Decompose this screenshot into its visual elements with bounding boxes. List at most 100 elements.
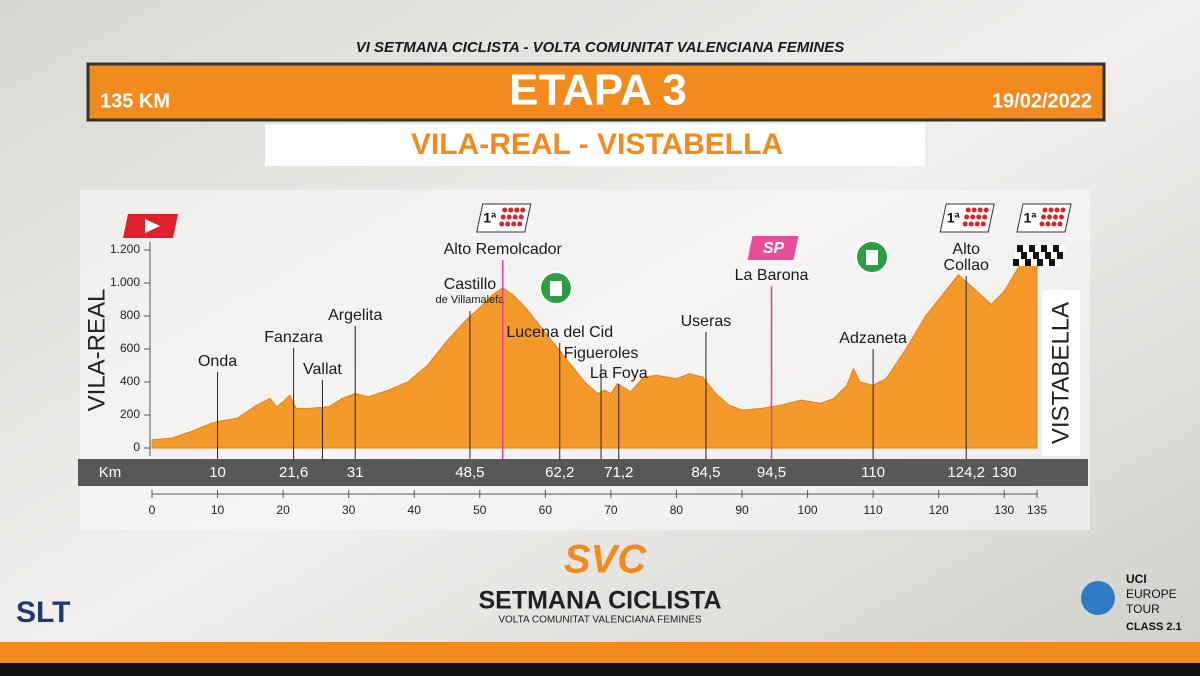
place-name: Fanzara bbox=[264, 329, 323, 346]
y-tick-label: 0 bbox=[133, 440, 140, 454]
x-tick-label: 110 bbox=[864, 503, 883, 517]
x-tick-label: 30 bbox=[342, 503, 356, 517]
finish-flag bbox=[1057, 252, 1063, 259]
kom-dot bbox=[1045, 221, 1051, 227]
uci: UCI bbox=[1126, 572, 1147, 586]
place-name: Collao bbox=[944, 257, 989, 274]
finish-flag bbox=[1021, 252, 1027, 259]
uci-europe: EUROPE bbox=[1126, 587, 1177, 601]
km-marker: 31 bbox=[347, 464, 364, 481]
y-tick-label: 400 bbox=[120, 374, 140, 388]
uci-tour: TOUR bbox=[1126, 602, 1160, 616]
place-name: Vallat bbox=[303, 361, 342, 378]
kom-dot bbox=[512, 214, 518, 220]
route: VILA-REAL - VISTABELLA bbox=[411, 128, 783, 161]
finish-flag bbox=[1031, 259, 1037, 266]
kom-dot bbox=[1042, 207, 1048, 213]
place-name: Castillo bbox=[444, 276, 497, 293]
start-play bbox=[145, 219, 160, 233]
kom-label: 1ª bbox=[1024, 210, 1038, 226]
x-tick-label: 80 bbox=[670, 503, 684, 517]
kom-dot bbox=[505, 221, 511, 227]
kom-dot bbox=[518, 214, 524, 220]
place-name: Alto Remolcador bbox=[444, 241, 563, 258]
feed-bin bbox=[866, 250, 878, 265]
km-marker: 21,6 bbox=[279, 464, 308, 481]
place-name: La Barona bbox=[735, 267, 809, 284]
kom-dot bbox=[965, 207, 971, 213]
stage-number: ETAPA 3 bbox=[509, 66, 687, 115]
kom-dot bbox=[962, 221, 968, 227]
finish-flag bbox=[1029, 245, 1035, 252]
kom-dot bbox=[502, 207, 508, 213]
kom-dot bbox=[511, 221, 517, 227]
place-name: Argelita bbox=[328, 307, 382, 324]
km-title: Km bbox=[99, 464, 122, 481]
finish-flag bbox=[1039, 252, 1045, 259]
finish-flag bbox=[1045, 252, 1051, 259]
kom-dot bbox=[1053, 214, 1058, 220]
finish-flag bbox=[1047, 245, 1053, 252]
kom-dot bbox=[1047, 214, 1052, 220]
place-name: Onda bbox=[198, 353, 237, 370]
finish-flag bbox=[1019, 259, 1025, 266]
kom-dot bbox=[499, 221, 505, 227]
x-tick-label: 20 bbox=[276, 503, 290, 517]
km-marker: 130 bbox=[992, 464, 1017, 481]
x-tick-label: 100 bbox=[798, 503, 818, 517]
feed-bin bbox=[550, 281, 562, 296]
finish-flag bbox=[1025, 259, 1031, 266]
y-tick-label: 1.000 bbox=[110, 275, 140, 289]
finish-box bbox=[1042, 290, 1080, 456]
uci-class: CLASS 2.1 bbox=[1126, 621, 1182, 633]
km-marker: 71,2 bbox=[604, 464, 633, 481]
kom-dot bbox=[964, 214, 970, 220]
stage-banner bbox=[86, 62, 1106, 122]
km-marker: 48,5 bbox=[455, 464, 484, 481]
x-tick-label: 40 bbox=[408, 503, 422, 517]
y-tick-label: 200 bbox=[120, 407, 140, 421]
km-marker: 124,2 bbox=[947, 464, 985, 481]
kom-dot bbox=[977, 207, 983, 213]
x-tick-label: 130 bbox=[994, 503, 1014, 517]
finish-flag bbox=[1033, 252, 1039, 259]
svc-logo: SVC bbox=[564, 538, 647, 582]
kom-dot bbox=[1048, 207, 1054, 213]
x-tick-label: 0 bbox=[149, 503, 156, 517]
sprint-icon bbox=[747, 236, 799, 260]
kom-dot bbox=[506, 214, 512, 220]
y-tick-label: 1.200 bbox=[110, 242, 140, 256]
place-name: La Foya bbox=[590, 365, 648, 382]
place-name: Figueroles bbox=[564, 345, 639, 362]
place-name: Useras bbox=[681, 313, 732, 330]
y-tick-label: 600 bbox=[120, 341, 140, 355]
kom-dot bbox=[1051, 221, 1057, 227]
footer-name: SETMANA CICLISTA bbox=[478, 587, 721, 615]
distance: 135 KM bbox=[100, 90, 170, 112]
kom-label: 1ª bbox=[483, 210, 497, 226]
km-marker: 10 bbox=[209, 464, 226, 481]
event-title: VI SETMANA CICLISTA - VOLTA COMUNITAT VA… bbox=[356, 39, 845, 56]
y-tick-label: 800 bbox=[120, 308, 140, 322]
uci-globe bbox=[1081, 581, 1115, 615]
finish-flag bbox=[1017, 245, 1023, 252]
kom-dot bbox=[976, 214, 982, 220]
finish-flag bbox=[1013, 259, 1019, 266]
x-tick-label: 60 bbox=[539, 503, 553, 517]
kom-label: 1ª bbox=[947, 210, 961, 226]
kom-dot bbox=[520, 207, 526, 213]
kom-dot bbox=[974, 221, 980, 227]
kom-dot bbox=[1054, 207, 1060, 213]
kom-dot bbox=[968, 221, 974, 227]
footer-stripe bbox=[0, 642, 1200, 663]
kom-dot bbox=[514, 207, 520, 213]
finish-flag bbox=[1049, 259, 1055, 266]
finish-flag bbox=[1051, 252, 1057, 259]
route-box bbox=[265, 124, 925, 166]
x-tick-label: 50 bbox=[473, 503, 487, 517]
km-bar bbox=[78, 459, 1088, 486]
kom-dot bbox=[1039, 221, 1045, 227]
start-label: VILA-REAL bbox=[83, 289, 110, 412]
